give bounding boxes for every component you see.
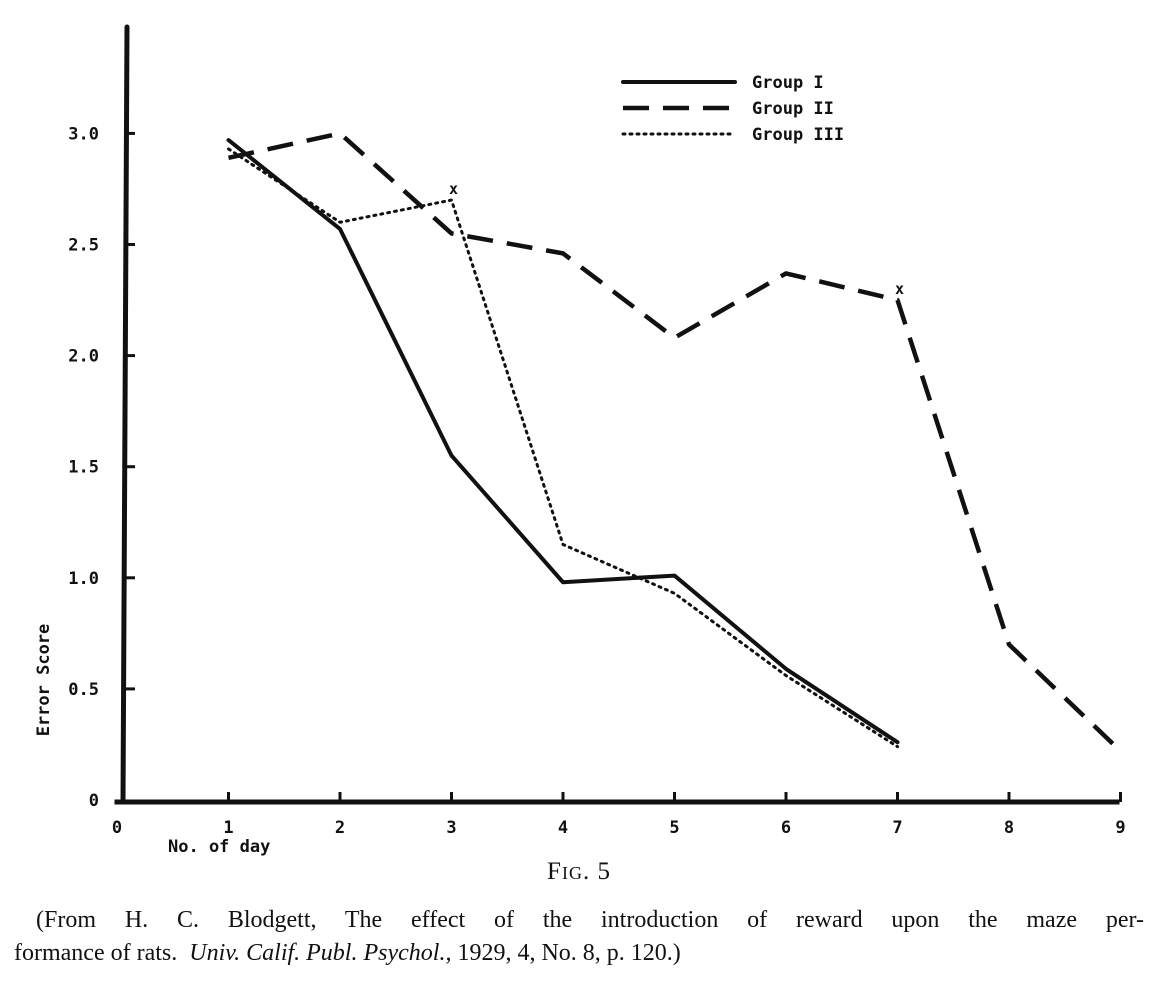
caption-plain: formance of rats.	[14, 940, 178, 966]
series-line-group-i	[226, 138, 900, 745]
series-line-group-ii	[228, 131, 1123, 753]
legend-label-group-iii: Group III	[752, 125, 844, 145]
series-line-group-iii	[227, 147, 899, 749]
point-marker: x	[449, 180, 458, 198]
y-axis-label: Error Score	[34, 624, 54, 737]
x-tick-label: 6	[781, 818, 791, 838]
x-tick-label: 2	[335, 818, 345, 838]
caption-journal: Univ. Calif. Publ. Psychol.,	[189, 940, 452, 966]
caption-citation: 1929, 4, No. 8, p. 120.)	[457, 940, 681, 966]
x-tick-label: 7	[892, 818, 902, 838]
legend: Group I Group II Group III	[621, 73, 844, 145]
x-tick-label: 5	[669, 818, 679, 838]
x-tick-label: 1	[223, 818, 233, 838]
axes	[114, 24, 1122, 805]
x-tick-label: 9	[1115, 818, 1125, 838]
series-lines: xx	[226, 131, 1123, 753]
legend-label-group-i: Group I	[752, 73, 824, 93]
legend-label-group-ii: Group II	[752, 99, 834, 119]
caption-line-2: formance of rats. Univ. Calif. Publ. Psy…	[14, 937, 1144, 970]
y-tick-label: 3.0	[68, 124, 99, 144]
point-marker: x	[895, 280, 904, 298]
figure-label: Fig. 5	[547, 858, 611, 885]
x-tick-label: 4	[558, 818, 568, 838]
x-tick-label: 8	[1004, 818, 1014, 838]
y-axis-line	[120, 24, 130, 805]
y-tick-label: 2.5	[68, 236, 99, 256]
axis-labels: 0 1 2 3 4 5 6 7 8 9 0 0.5 1.0 1.5 2.0 2.5 3.0 No. of day E…	[34, 124, 1126, 857]
caption-line-1: (From H. C. Blodgett, The effect of the …	[36, 907, 1144, 933]
y-tick-label: 1.0	[68, 569, 99, 589]
y-tick-label: 0.5	[68, 680, 99, 700]
y-tick-label: 2.0	[68, 347, 99, 367]
x-tick-label: 0	[112, 818, 122, 838]
x-tick-label: 3	[446, 818, 456, 838]
y-tick-label: 1.5	[68, 458, 99, 478]
y-tick-label: 0	[89, 791, 99, 811]
x-axis-label: No. of day	[168, 837, 270, 857]
figure-caption: (From H. C. Blodgett, The effect of the …	[14, 904, 1144, 970]
